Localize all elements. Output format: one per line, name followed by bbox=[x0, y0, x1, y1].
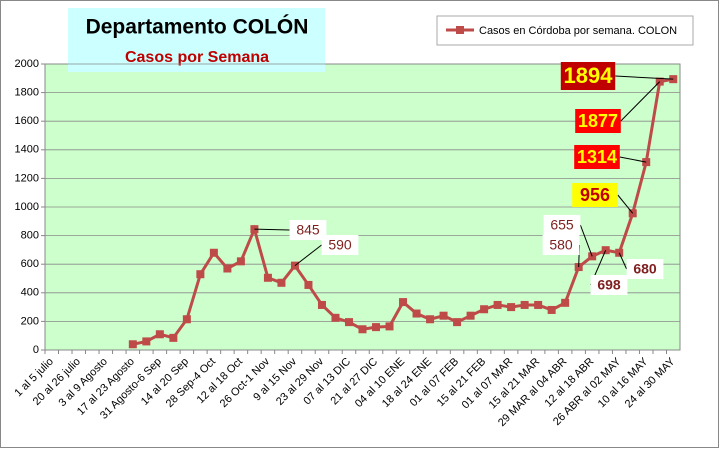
point-marker bbox=[507, 303, 516, 312]
point-marker bbox=[520, 300, 529, 309]
data-label: 580 bbox=[549, 237, 573, 253]
y-tick-label: 1200 bbox=[15, 172, 39, 184]
point-marker bbox=[223, 264, 232, 273]
data-label: 698 bbox=[597, 277, 621, 293]
label-box bbox=[572, 183, 618, 207]
label-leader bbox=[294, 244, 322, 267]
y-tick-label: 1400 bbox=[15, 144, 39, 156]
point-marker bbox=[236, 257, 245, 266]
point-marker bbox=[142, 337, 151, 346]
y-tick-label: 0 bbox=[33, 344, 39, 356]
point-marker bbox=[344, 318, 353, 327]
point-marker bbox=[155, 330, 164, 339]
label-leader bbox=[619, 156, 647, 163]
label-leader bbox=[620, 81, 661, 122]
title-box bbox=[68, 8, 325, 72]
label-box bbox=[542, 235, 580, 255]
y-tick-label: 1600 bbox=[15, 115, 39, 127]
label-box bbox=[560, 62, 616, 90]
label-box bbox=[590, 275, 628, 295]
data-label: 1314 bbox=[577, 147, 617, 167]
point-marker bbox=[317, 300, 326, 309]
data-label: 1877 bbox=[578, 111, 618, 131]
data-label: 590 bbox=[328, 237, 352, 253]
point-marker bbox=[196, 270, 205, 279]
point-marker bbox=[399, 298, 408, 307]
data-label: 680 bbox=[633, 261, 657, 277]
label-box bbox=[574, 145, 620, 169]
data-label: 655 bbox=[550, 217, 574, 233]
chart-subtitle: Casos por Semana bbox=[125, 49, 269, 66]
y-tick-label: 1000 bbox=[15, 201, 39, 213]
point-marker bbox=[588, 252, 597, 261]
point-marker bbox=[263, 273, 272, 282]
label-box bbox=[543, 215, 581, 235]
y-tick-label: 800 bbox=[21, 230, 39, 242]
point-marker bbox=[385, 322, 394, 331]
point-marker bbox=[331, 313, 340, 322]
point-marker bbox=[480, 305, 489, 314]
point-marker bbox=[209, 248, 218, 257]
y-tick-label: 1800 bbox=[15, 87, 39, 99]
point-marker bbox=[561, 298, 570, 307]
point-marker bbox=[493, 300, 502, 309]
y-tick-label: 200 bbox=[21, 315, 39, 327]
data-label: 1894 bbox=[564, 63, 614, 88]
point-marker bbox=[547, 305, 556, 314]
label-box bbox=[626, 259, 664, 279]
label-leader bbox=[617, 194, 634, 214]
point-marker bbox=[358, 325, 367, 334]
point-marker bbox=[466, 311, 475, 320]
label-leader bbox=[254, 228, 290, 231]
label-box bbox=[289, 220, 327, 240]
point-marker bbox=[412, 309, 421, 318]
point-marker bbox=[169, 333, 178, 342]
point-marker bbox=[277, 278, 286, 287]
point-marker bbox=[128, 340, 137, 349]
y-tick-label: 600 bbox=[21, 258, 39, 270]
y-tick-label: 400 bbox=[21, 287, 39, 299]
point-marker bbox=[304, 280, 313, 289]
point-marker bbox=[453, 318, 462, 327]
point-marker bbox=[426, 315, 435, 324]
point-marker bbox=[372, 323, 381, 332]
label-box bbox=[575, 109, 621, 133]
data-label: 956 bbox=[580, 185, 610, 205]
label-leader bbox=[615, 75, 674, 80]
label-box bbox=[321, 235, 359, 255]
label-leader bbox=[579, 224, 593, 257]
label-leader bbox=[618, 252, 628, 270]
point-marker bbox=[534, 300, 543, 309]
point-marker bbox=[182, 315, 191, 324]
data-label: 845 bbox=[296, 222, 320, 238]
chart-title: Departamento COLÓN bbox=[86, 15, 309, 39]
legend-label: Casos en Córdoba por semana. COLON bbox=[479, 25, 677, 37]
legend-marker bbox=[456, 26, 464, 34]
point-marker bbox=[439, 311, 448, 320]
y-tick-label: 2000 bbox=[15, 58, 39, 70]
legend-box bbox=[436, 15, 694, 46]
